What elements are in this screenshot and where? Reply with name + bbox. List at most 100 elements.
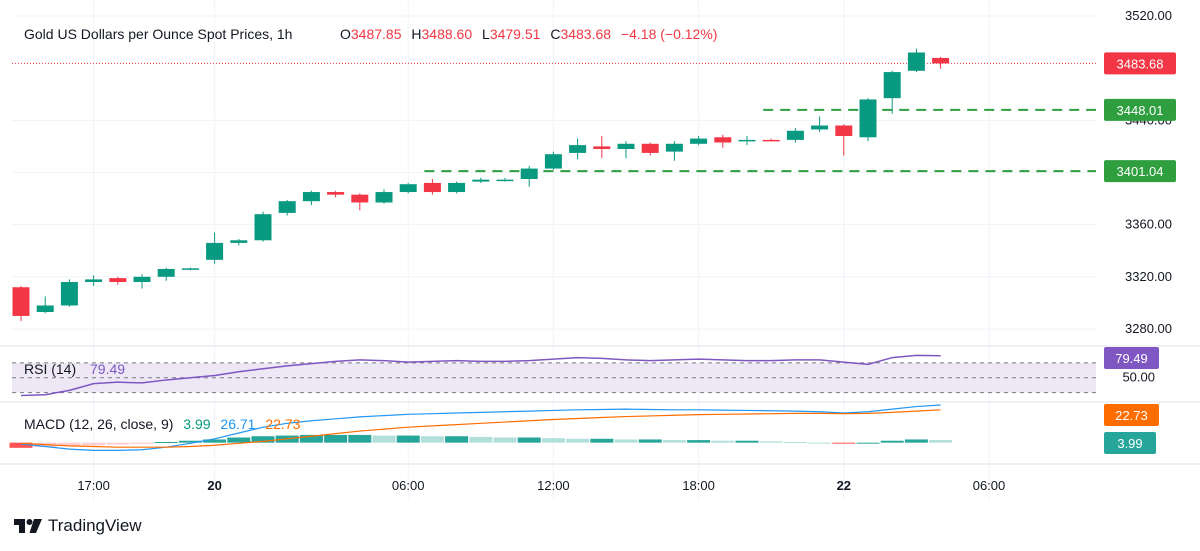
- candle-body: [85, 279, 103, 283]
- macd-hist-tag-text: 3.99: [1117, 436, 1142, 451]
- candle-body: [206, 242, 224, 260]
- candle-body: [157, 268, 175, 277]
- candle-body: [109, 278, 127, 283]
- rsi-line: [20, 354, 941, 397]
- macd-histogram-bar: [856, 442, 880, 444]
- macd-histogram-bar: [154, 442, 178, 444]
- rsi-pane: [20, 354, 941, 397]
- macd-signal-readout: 22.73: [265, 416, 300, 432]
- last-price-tag-text: 3483.68: [1117, 56, 1164, 71]
- macd-histogram-bar: [493, 437, 517, 443]
- time-axis: 17:00 20 06:00 12:00 18:00 22 06:00: [77, 478, 1005, 493]
- candle-body: [278, 201, 296, 213]
- candle-body: [12, 287, 30, 316]
- macd-line-readout: 26.71: [220, 416, 255, 432]
- price-candles: [12, 48, 950, 322]
- time-tick-label: 22: [837, 478, 851, 493]
- macd-histogram-bar: [638, 439, 662, 443]
- close-value: 3483.68: [560, 26, 611, 42]
- macd-histogram-bar: [106, 442, 130, 445]
- price-tick-label: 3520.00: [1125, 8, 1172, 23]
- candle-body: [133, 276, 151, 283]
- macd-hist-tag-bg: [1104, 432, 1156, 454]
- rsi-value-tag-bg: [1104, 347, 1159, 369]
- high-label: H: [411, 26, 421, 42]
- close-label: C: [550, 26, 560, 42]
- macd-histogram-bar: [711, 440, 735, 443]
- time-tick-label: 06:00: [973, 478, 1006, 493]
- time-tick-label: 17:00: [77, 478, 110, 493]
- time-tick-label: 12:00: [537, 478, 570, 493]
- macd-histogram-bar: [759, 441, 783, 443]
- candle-body: [932, 57, 950, 64]
- candle-body: [423, 182, 441, 193]
- macd-histogram-bar: [590, 438, 614, 443]
- candle-body: [569, 145, 587, 153]
- macd-pane: [9, 404, 953, 451]
- macd-histogram-bar: [808, 442, 832, 444]
- level-price-tag-bg: [1104, 160, 1176, 183]
- tradingview-brand[interactable]: TradingView: [14, 516, 142, 536]
- candle-body: [690, 138, 708, 144]
- macd-histogram-bar: [420, 436, 444, 443]
- rsi-level-label: 50.00: [1122, 370, 1155, 385]
- macd-histogram-bar: [445, 436, 469, 443]
- candle-body: [399, 184, 417, 193]
- candle-body: [738, 139, 756, 142]
- macd-histogram-bar: [904, 439, 928, 443]
- low-value: 3479.51: [490, 26, 541, 42]
- macd-histogram-bar: [57, 442, 81, 446]
- last-price-tag-bg: [1104, 52, 1176, 75]
- macd-histogram-bar: [469, 436, 493, 443]
- macd-histogram-bar: [832, 442, 856, 444]
- macd-signal-tag-bg: [1104, 404, 1159, 426]
- macd-histogram-bar: [82, 442, 106, 446]
- high-value: 3488.60: [422, 26, 473, 42]
- low-label: L: [482, 26, 490, 42]
- macd-signal-tag-text: 22.73: [1115, 408, 1148, 423]
- level-price-tag-bg: [1104, 98, 1176, 121]
- macd-line: [20, 404, 941, 451]
- candle-body: [859, 99, 877, 138]
- candle-body: [181, 268, 199, 270]
- rsi-value: 79.49: [90, 361, 125, 377]
- candle-body: [302, 192, 320, 202]
- macd-histogram-bar: [566, 438, 590, 443]
- candle-body: [351, 194, 369, 203]
- rsi-value-tag: 79.49: [1104, 347, 1159, 369]
- open-label: O: [340, 26, 351, 42]
- level-price-tag-text: 3448.01: [1117, 103, 1164, 118]
- macd-hist-readout: 3.99: [183, 416, 210, 432]
- brand-name: TradingView: [48, 516, 142, 535]
- macd-histogram-bar: [227, 437, 251, 443]
- rsi-band: [12, 362, 1096, 394]
- price-axis: 3520.003440.003400.003360.003320.003280.…: [1104, 8, 1176, 454]
- candle-body: [544, 154, 562, 169]
- macd-histogram-bar: [9, 442, 33, 448]
- candle-body: [375, 192, 393, 203]
- candle-body: [714, 137, 732, 143]
- candle-body: [593, 146, 611, 150]
- change-value: −4.18 (−0.12%): [621, 26, 718, 42]
- price-tick-label: 3280.00: [1125, 321, 1172, 336]
- candle-body: [762, 139, 780, 142]
- macd-histogram-bar: [372, 435, 396, 443]
- price-tick-label: 3360.00: [1125, 217, 1172, 232]
- macd-hist-tag: 3.99: [1104, 432, 1156, 454]
- level-price-tag-text: 3401.04: [1117, 164, 1164, 179]
- candle-body: [36, 305, 54, 313]
- time-tick-label: 06:00: [392, 478, 425, 493]
- candle-body: [811, 125, 829, 130]
- time-tick-label: 20: [207, 478, 221, 493]
- candle-body: [786, 130, 804, 140]
- price-tick-label: 3320.00: [1125, 269, 1172, 284]
- macd-histogram-bar: [130, 442, 154, 444]
- macd-histogram-bar: [662, 440, 686, 443]
- macd-histogram-bar: [324, 434, 348, 443]
- macd-histogram-bar: [203, 439, 227, 443]
- level-price-tag: 3401.04: [1104, 160, 1176, 183]
- candle-body: [665, 143, 683, 152]
- candle-body: [907, 52, 925, 71]
